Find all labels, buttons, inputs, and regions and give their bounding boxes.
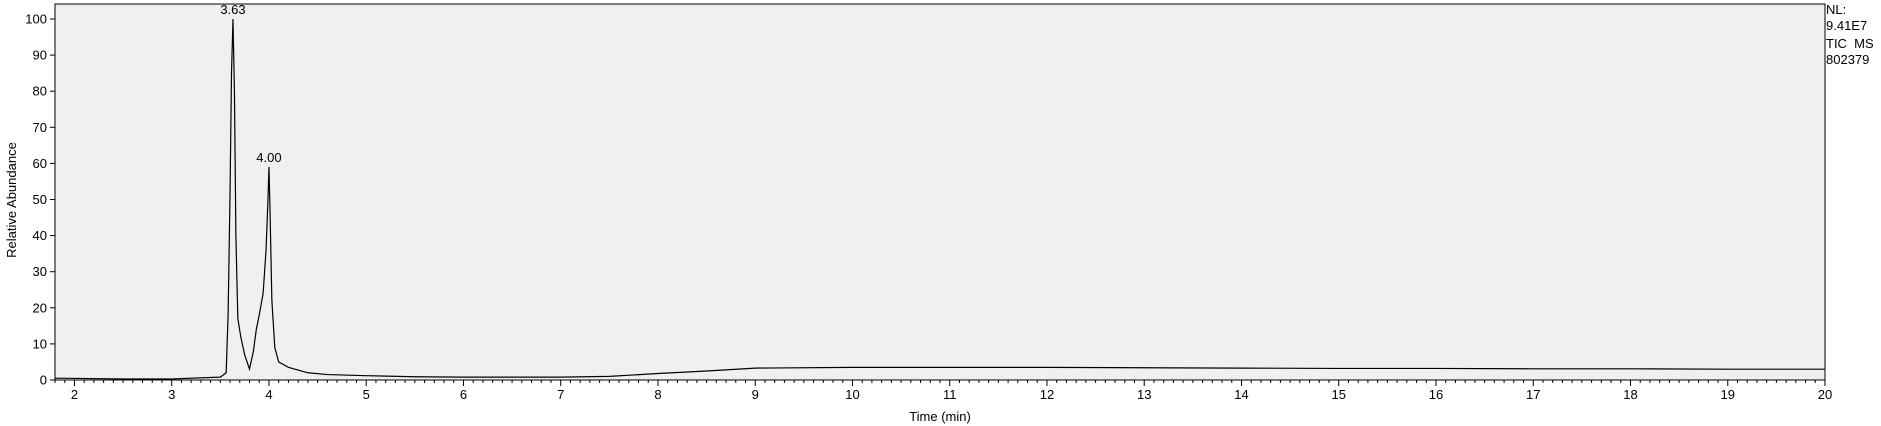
y-tick-label: 70: [33, 120, 47, 135]
x-tick-label: 5: [363, 387, 370, 402]
x-axis-title: Time (min): [909, 409, 971, 424]
x-tick-label: 8: [654, 387, 661, 402]
y-tick-label: 50: [33, 192, 47, 207]
x-tick-label: 17: [1526, 387, 1540, 402]
y-tick-label: 10: [33, 336, 47, 351]
x-tick-label: 7: [557, 387, 564, 402]
plot-area: [54, 3, 1826, 381]
peak-label: 4.00: [256, 150, 281, 165]
y-tick-label: 30: [33, 264, 47, 279]
y-axis-title: Relative Abundance: [4, 142, 19, 258]
x-tick-label: 9: [752, 387, 759, 402]
sample-id: 802379: [1826, 52, 1870, 67]
x-tick-label: 19: [1721, 387, 1735, 402]
trace-type: TIC MS: [1826, 36, 1874, 51]
y-tick-label: 90: [33, 48, 47, 63]
peak-labels: 3.63 4.00: [220, 2, 281, 165]
y-tick-label: 100: [25, 12, 47, 27]
x-tick-label: 18: [1623, 387, 1637, 402]
y-tick-label: 0: [40, 373, 47, 388]
x-tick-label: 20: [1818, 387, 1832, 402]
y-tick-label: 80: [33, 84, 47, 99]
x-tick-label: 14: [1234, 387, 1248, 402]
x-tick-label: 16: [1429, 387, 1443, 402]
x-tick-label: 10: [845, 387, 859, 402]
x-tick-label: 2: [71, 387, 78, 402]
y-tick-label: 60: [33, 156, 47, 171]
x-tick-label: 6: [460, 387, 467, 402]
x-axis-ticks: 2 3 4 5 6 7 8 9 10 11 12 13 14 15 16 17 18 19 20: [54, 380, 1832, 402]
x-tick-label: 13: [1137, 387, 1151, 402]
x-tick-label: 15: [1332, 387, 1346, 402]
nl-value: 9.41E7: [1826, 18, 1868, 33]
x-tick-label: 3: [168, 387, 175, 402]
x-tick-label: 11: [943, 387, 957, 402]
peak-label: 3.63: [220, 2, 245, 17]
x-tick-label: 12: [1040, 387, 1054, 402]
nl-label: NL:: [1826, 2, 1847, 17]
y-tick-label: 20: [33, 300, 47, 315]
y-tick-label: 40: [33, 228, 47, 243]
y-axis-ticks: 0 10 20 30 40 50 60 70 80 90 100: [25, 12, 55, 388]
tic-trace-line: [54, 18, 1825, 380]
x-tick-label: 4: [265, 387, 272, 402]
